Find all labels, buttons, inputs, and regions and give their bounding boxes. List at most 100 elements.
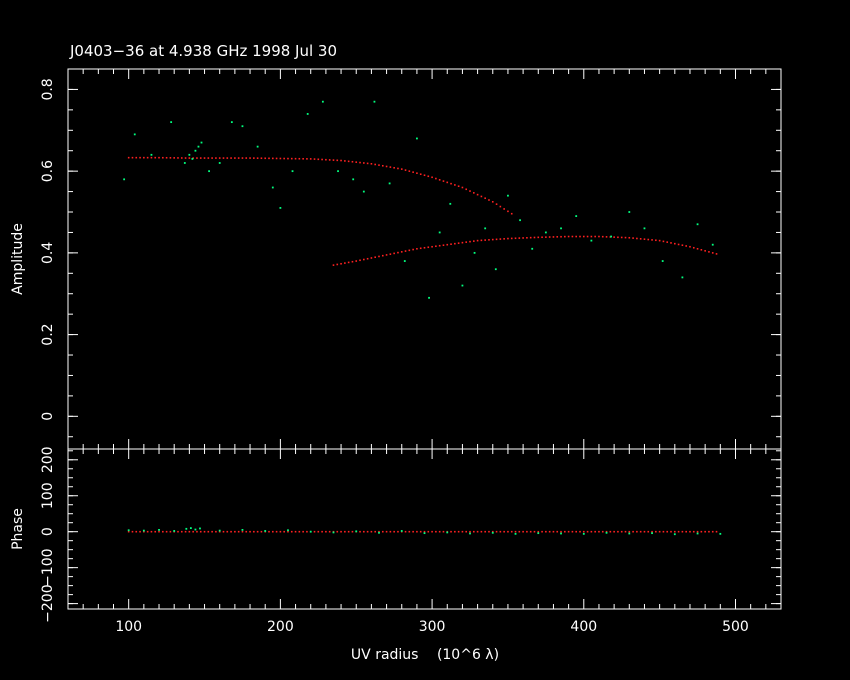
amplitude-model-point	[344, 262, 346, 264]
phase-model-point	[325, 530, 327, 533]
amplitude-model-point	[359, 259, 361, 262]
amplitude-model-point	[408, 170, 411, 172]
amplitude-model-point	[601, 235, 604, 238]
phase-model-point	[135, 530, 138, 533]
phase-data-point	[158, 528, 160, 531]
phase-model-point	[598, 530, 600, 533]
amplitude-tick-label: 0.8	[40, 78, 56, 100]
phase-model-point	[313, 530, 316, 533]
amplitude-model-point	[416, 172, 418, 174]
amplitude-model-point	[446, 181, 449, 184]
amplitude-model-point	[541, 236, 543, 239]
amplitude-model-point	[162, 156, 164, 159]
phase-model-point	[139, 530, 141, 533]
amplitude-data-point	[711, 243, 714, 246]
phase-model-point	[545, 530, 547, 533]
amplitude-model-point	[340, 159, 342, 162]
amplitude-model-point	[146, 156, 149, 159]
amplitude-data-point	[279, 207, 282, 209]
phase-model-point	[435, 530, 437, 533]
x-tick-label: 200	[267, 619, 294, 635]
phase-model-point	[579, 530, 581, 533]
amplitude-model-point	[450, 243, 452, 245]
x-tick-label: 100	[115, 619, 142, 635]
amplitude-model-point	[279, 157, 282, 160]
phase-model-point	[207, 530, 210, 533]
amplitude-model-point	[347, 261, 350, 264]
amplitude-model-point	[400, 251, 403, 253]
phase-data-point	[469, 532, 471, 535]
phase-model-point	[302, 530, 304, 533]
amplitude-model-point	[685, 245, 687, 247]
amplitude-model-point	[389, 253, 392, 255]
amplitude-model-point	[427, 246, 430, 249]
phase-model-point	[328, 530, 331, 533]
phase-model-point	[222, 530, 225, 533]
amplitude-model-point	[351, 260, 354, 263]
phase-model-point	[416, 530, 418, 533]
amplitude-model-point	[658, 239, 661, 242]
amplitude-data-point	[643, 227, 646, 230]
phase-model-point	[317, 530, 320, 533]
amplitude-data-point	[416, 137, 418, 140]
phase-data-point	[673, 533, 676, 536]
phase-tick-label: 100	[40, 482, 56, 509]
x-tick-label: 500	[722, 619, 749, 635]
amplitude-model-point	[253, 157, 255, 159]
amplitude-model-point	[211, 157, 213, 159]
phase-model-point	[340, 530, 342, 533]
phase-model-point	[711, 530, 714, 533]
amplitude-model-point	[711, 252, 714, 254]
amplitude-data-point	[197, 145, 200, 148]
phase-model-point	[150, 530, 153, 533]
phase-model-point	[192, 530, 194, 533]
amplitude-model-point	[473, 240, 475, 242]
phase-model-point	[344, 530, 346, 533]
phase-model-point	[279, 530, 282, 533]
amplitude-model-point	[533, 236, 536, 239]
phase-data-point	[491, 531, 494, 534]
amplitude-model-point	[404, 169, 407, 171]
x-axis-ticks: 100 200 300 400 500	[82, 69, 767, 635]
amplitude-data-point	[230, 121, 233, 124]
amplitude-model-point	[491, 238, 494, 241]
amplitude-model-point	[662, 240, 665, 243]
phase-data-point	[287, 529, 289, 532]
phase-model-point	[469, 530, 471, 533]
amplitude-model-point	[507, 210, 509, 213]
amplitude-model-point	[355, 260, 358, 262]
amplitude-ticks: 0 0.2 0.4 0.6 0.8	[40, 78, 781, 438]
amplitude-model-point	[677, 243, 680, 246]
phase-model-point	[431, 530, 433, 533]
phase-model-point	[230, 530, 232, 533]
phase-data-point	[719, 532, 722, 535]
amplitude-model-point	[431, 176, 433, 179]
amplitude-model-point	[347, 160, 350, 163]
phase-model-point	[158, 530, 160, 533]
amplitude-data-point	[133, 133, 136, 136]
phase-model-point	[245, 530, 248, 533]
phase-model-point	[666, 530, 669, 533]
amplitude-model-point	[393, 166, 395, 169]
amplitude-tick-label: 0	[40, 412, 56, 421]
amplitude-model-point	[700, 249, 703, 251]
amplitude-model-point	[381, 164, 384, 167]
phase-model-point	[397, 530, 399, 533]
amplitude-data-point	[560, 227, 562, 230]
amplitude-model-point	[564, 235, 566, 238]
amplitude-model-point	[579, 235, 581, 238]
amplitude-model-point	[636, 237, 638, 240]
amplitude-model-point	[317, 158, 320, 161]
amplitude-data-point	[362, 190, 365, 193]
amplitude-model-point	[450, 182, 452, 185]
amplitude-data-point	[610, 235, 612, 238]
phase-model-point	[696, 530, 699, 533]
amplitude-model-point	[620, 236, 623, 239]
amplitude-model-point	[590, 235, 593, 238]
amplitude-model-point	[408, 249, 411, 252]
phase-model-point	[571, 530, 574, 533]
amplitude-model-point	[545, 236, 547, 238]
phase-model-point	[442, 530, 445, 533]
amplitude-model-point	[298, 157, 301, 160]
